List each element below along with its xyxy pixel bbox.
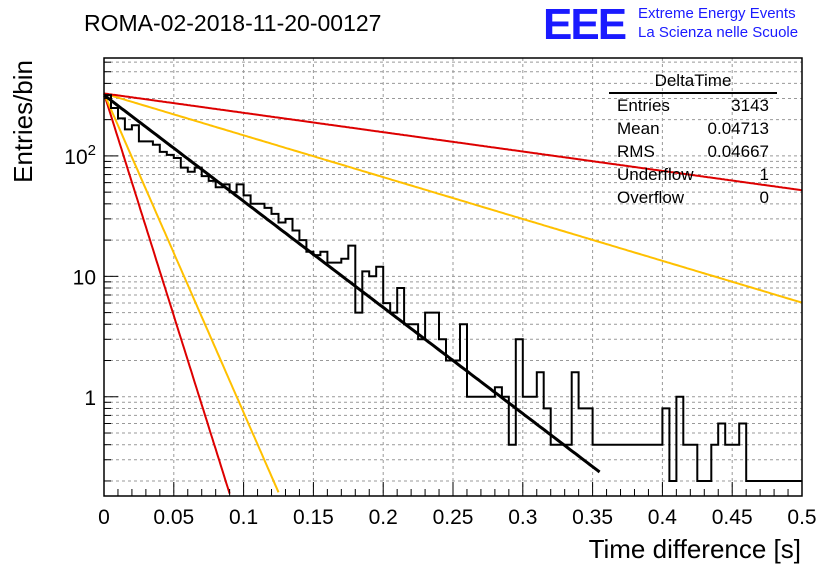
reference-curve-red [103,92,803,192]
x-tick-labels: 0 0.05 0.1 0.15 0.2 0.25 0.3 0.35 0.4 0.45 0.5 [98,506,816,529]
x-tick-label: 0.05 [153,506,194,529]
stats-box: DeltaTime Entries 3143 Mean 0.04713 RMS … [609,70,777,209]
stats-box-title: DeltaTime [609,70,777,94]
reference-curve-red [103,93,231,494]
x-tick-label: 0.4 [648,506,678,529]
stats-value: 0.04667 [707,142,769,161]
x-tick-label: 0.1 [229,506,258,529]
x-tick-label: 0.25 [433,506,474,529]
x-tick-label: 0.2 [369,506,398,529]
x-tick-label: 0.35 [572,506,613,529]
x-tick-label: 0 [98,506,110,529]
fit-layer [103,93,601,474]
stats-label: Underflow [617,165,694,184]
y-tick-label: 1 [84,387,96,410]
x-tick-label: 0.45 [712,506,753,529]
stats-value: 1 [759,165,769,184]
stats-row: Entries 3143 [609,94,777,117]
x-tick-label: 0.15 [293,506,334,529]
x-tick-label: 0.3 [508,506,537,529]
reference-curve-yellow [103,92,803,304]
curve-layer [103,92,803,494]
stats-label: Entries [617,96,670,115]
stats-row: Mean 0.04713 [609,117,777,140]
eee-logo: EEE [543,0,627,49]
stats-value: 0 [759,188,769,207]
tick-layer [103,61,803,496]
stats-label: Overflow [617,188,685,207]
stats-row: Overflow 0 [609,186,777,209]
y-axis-label: Entries/bin [8,60,38,183]
stats-row: RMS 0.04667 [609,140,777,163]
stats-row: Underflow 1 [609,163,777,186]
y-tick-labels: 1 10 102 [64,142,96,410]
y-tick-label: 102 [64,142,96,169]
x-tick-label: 0.5 [787,506,816,529]
logo-caption: Extreme Energy Events La Scienza nelle S… [638,4,798,42]
fit-line [103,93,601,474]
x-axis-label: Time difference [s] [589,534,801,564]
stats-value: 0.04713 [707,119,769,138]
stats-value: 3143 [731,96,769,115]
stats-label: Mean [617,119,660,138]
stats-label: RMS [617,142,655,161]
logo-caption-line1: Extreme Energy Events [638,5,796,22]
logo-caption-line2: La Scienza nelle Scuole [638,24,799,41]
y-tick-label: 10 [73,266,96,289]
chart-title: ROMA-02-2018-11-20-00127 [84,10,382,36]
reference-curve-yellow [103,93,280,493]
